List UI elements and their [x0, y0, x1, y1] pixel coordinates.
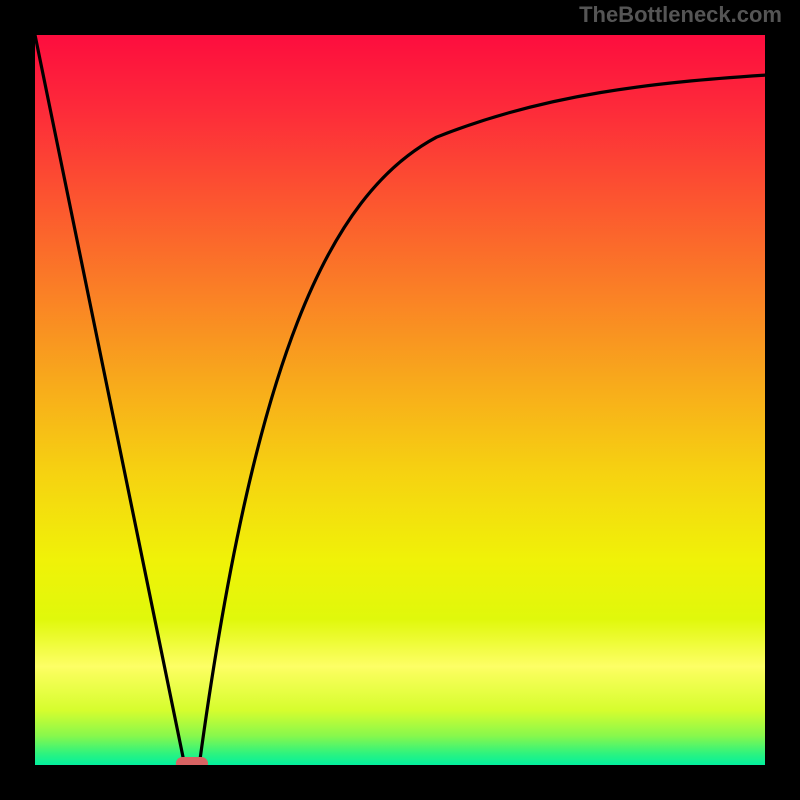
gradient-background: [35, 35, 765, 765]
plot-area: [35, 35, 765, 765]
chart-frame: TheBottleneck.com: [0, 0, 800, 800]
plot-svg: [35, 35, 765, 765]
min-marker: [176, 757, 208, 765]
watermark-text: TheBottleneck.com: [579, 2, 782, 28]
